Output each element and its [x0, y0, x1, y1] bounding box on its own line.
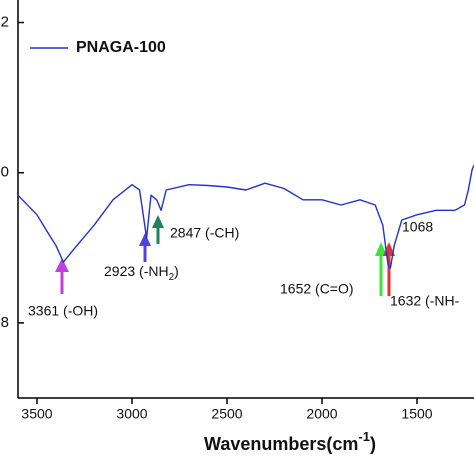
x-axis-label-sup: -1: [358, 429, 370, 444]
annotation: 3361 (-OH): [28, 303, 98, 319]
y-tick-label: 0.8: [0, 314, 9, 331]
x-tick-label: 1500: [401, 406, 432, 422]
annotation-tail: ): [174, 263, 179, 279]
x-tick-label: 3500: [21, 406, 52, 422]
annotation-text: 2923 (-NH: [104, 263, 169, 279]
x-axis-label: Wavenumbers(cm-1): [204, 429, 376, 453]
spectrum-line: [17, 164, 474, 269]
annotation: 2923 (-NH2): [104, 263, 179, 283]
annotation-sub: 2: [169, 272, 175, 283]
y-tick-label: 1.2: [0, 13, 9, 30]
x-tick-label: 3000: [116, 406, 147, 422]
annotation: 2847 (-CH): [170, 225, 239, 241]
annotation: 1068: [402, 219, 433, 235]
annotation: 1632 (-NH-: [390, 293, 460, 309]
x-axis-label-tail: ): [370, 434, 376, 454]
y-tick-label: 1.0: [0, 164, 9, 181]
annotation: 1652 (C=O): [280, 281, 354, 297]
x-tick-label: 2500: [211, 406, 242, 422]
x-axis-label-text: Wavenumbers(cm: [204, 434, 358, 454]
x-tick-label: 2000: [306, 406, 337, 422]
legend-label: PNAGA-100: [76, 39, 166, 56]
